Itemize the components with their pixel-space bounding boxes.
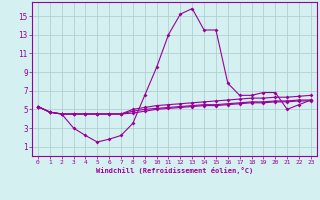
X-axis label: Windchill (Refroidissement éolien,°C): Windchill (Refroidissement éolien,°C) <box>96 167 253 174</box>
